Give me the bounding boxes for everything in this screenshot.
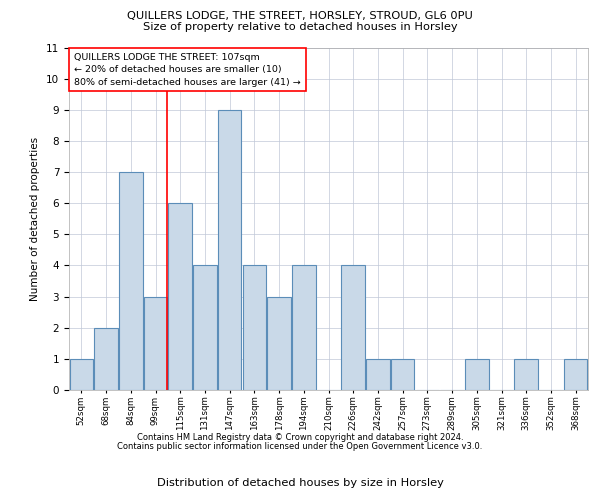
Text: Contains public sector information licensed under the Open Government Licence v3: Contains public sector information licen… bbox=[118, 442, 482, 451]
Bar bbox=[119, 172, 143, 390]
Text: Size of property relative to detached houses in Horsley: Size of property relative to detached ho… bbox=[143, 22, 457, 32]
Bar bbox=[169, 203, 192, 390]
Text: Contains HM Land Registry data © Crown copyright and database right 2024.: Contains HM Land Registry data © Crown c… bbox=[137, 434, 463, 442]
Bar bbox=[218, 110, 241, 390]
Bar bbox=[242, 266, 266, 390]
Bar bbox=[391, 359, 415, 390]
Bar bbox=[366, 359, 389, 390]
Bar bbox=[268, 296, 291, 390]
Bar bbox=[465, 359, 488, 390]
Text: Distribution of detached houses by size in Horsley: Distribution of detached houses by size … bbox=[157, 478, 443, 488]
Bar bbox=[292, 266, 316, 390]
Bar bbox=[144, 296, 167, 390]
Bar bbox=[514, 359, 538, 390]
Bar bbox=[341, 266, 365, 390]
Bar bbox=[70, 359, 93, 390]
Bar bbox=[193, 266, 217, 390]
Bar bbox=[94, 328, 118, 390]
Y-axis label: Number of detached properties: Number of detached properties bbox=[31, 136, 40, 301]
Text: QUILLERS LODGE, THE STREET, HORSLEY, STROUD, GL6 0PU: QUILLERS LODGE, THE STREET, HORSLEY, STR… bbox=[127, 11, 473, 21]
Bar bbox=[564, 359, 587, 390]
Text: QUILLERS LODGE THE STREET: 107sqm
← 20% of detached houses are smaller (10)
80% : QUILLERS LODGE THE STREET: 107sqm ← 20% … bbox=[74, 52, 301, 86]
